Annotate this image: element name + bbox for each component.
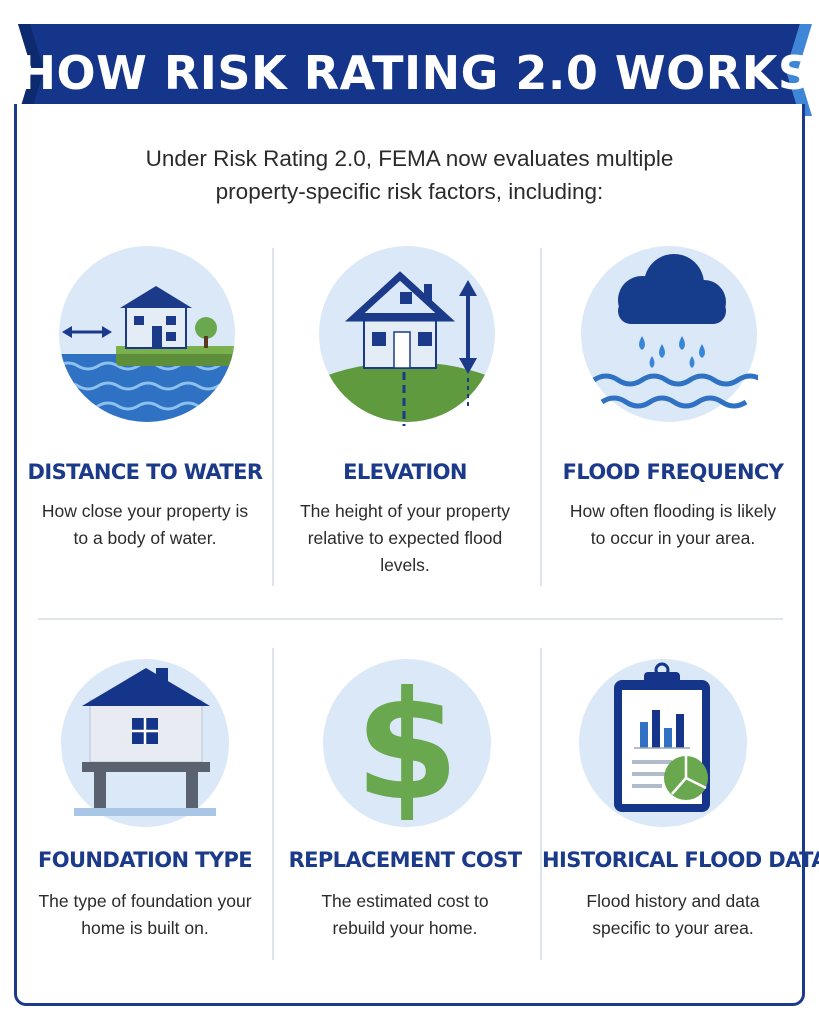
factor-title: FLOOD FREQUENCY (562, 460, 784, 484)
row-divider (38, 618, 783, 620)
factor-title: FOUNDATION TYPE (37, 848, 253, 872)
banner-ribbon-shape (18, 24, 812, 116)
factor-description: How often flooding is likely to occur in… (569, 501, 777, 548)
page-title: HOW RISK RATING 2.0 WORKS (17, 46, 812, 100)
factor-title: ELEVATION (343, 460, 467, 484)
intro-text: Under Risk Rating 2.0, FEMA now evaluate… (60, 142, 759, 208)
column-divider (272, 248, 274, 586)
factor-foundation-type: FOUNDATION TYPE The type of foundation y… (14, 648, 276, 968)
rain-cloud-waves-icon (580, 236, 764, 437)
factor-description: The estimated cost to rebuild your home. (321, 891, 489, 938)
svg-text:$: $ (355, 660, 459, 834)
column-divider (540, 648, 542, 960)
house-elevation-icon (318, 236, 496, 437)
factor-description: The height of your property relative to … (299, 501, 511, 575)
dollar-sign-icon: $ (322, 648, 492, 843)
factor-description: The type of foundation your home is buil… (38, 891, 252, 938)
factor-description: Flood history and data specific to your … (586, 891, 760, 938)
factor-historical-flood-data: HISTORICAL FLOOD DATA Flood history and … (542, 648, 819, 968)
intro-line-1: Under Risk Rating 2.0, FEMA now evaluate… (145, 146, 674, 171)
column-divider (540, 248, 542, 586)
header-banner: HOW RISK RATING 2.0 WORKS (0, 0, 819, 120)
factor-elevation: ELEVATION The height of your property re… (274, 236, 536, 596)
factor-flood-frequency: FLOOD FREQUENCY How often flooding is li… (542, 236, 804, 596)
clipboard-chart-icon (578, 648, 748, 843)
factor-title: HISTORICAL FLOOD DATA (542, 848, 819, 872)
factor-replacement-cost: $ REPLACEMENT COST The estimated cost to… (274, 648, 536, 968)
intro-line-2: property-specific risk factors, includin… (215, 179, 604, 204)
factor-distance-to-water: DISTANCE TO WATER How close your propert… (14, 236, 276, 596)
factor-description: How close your property is to a body of … (41, 501, 249, 548)
house-near-water-icon (58, 236, 236, 437)
elevated-house-foundation-icon (60, 648, 230, 843)
factor-title: REPLACEMENT COST (288, 848, 522, 872)
factor-title: DISTANCE TO WATER (27, 460, 264, 484)
column-divider (272, 648, 274, 960)
